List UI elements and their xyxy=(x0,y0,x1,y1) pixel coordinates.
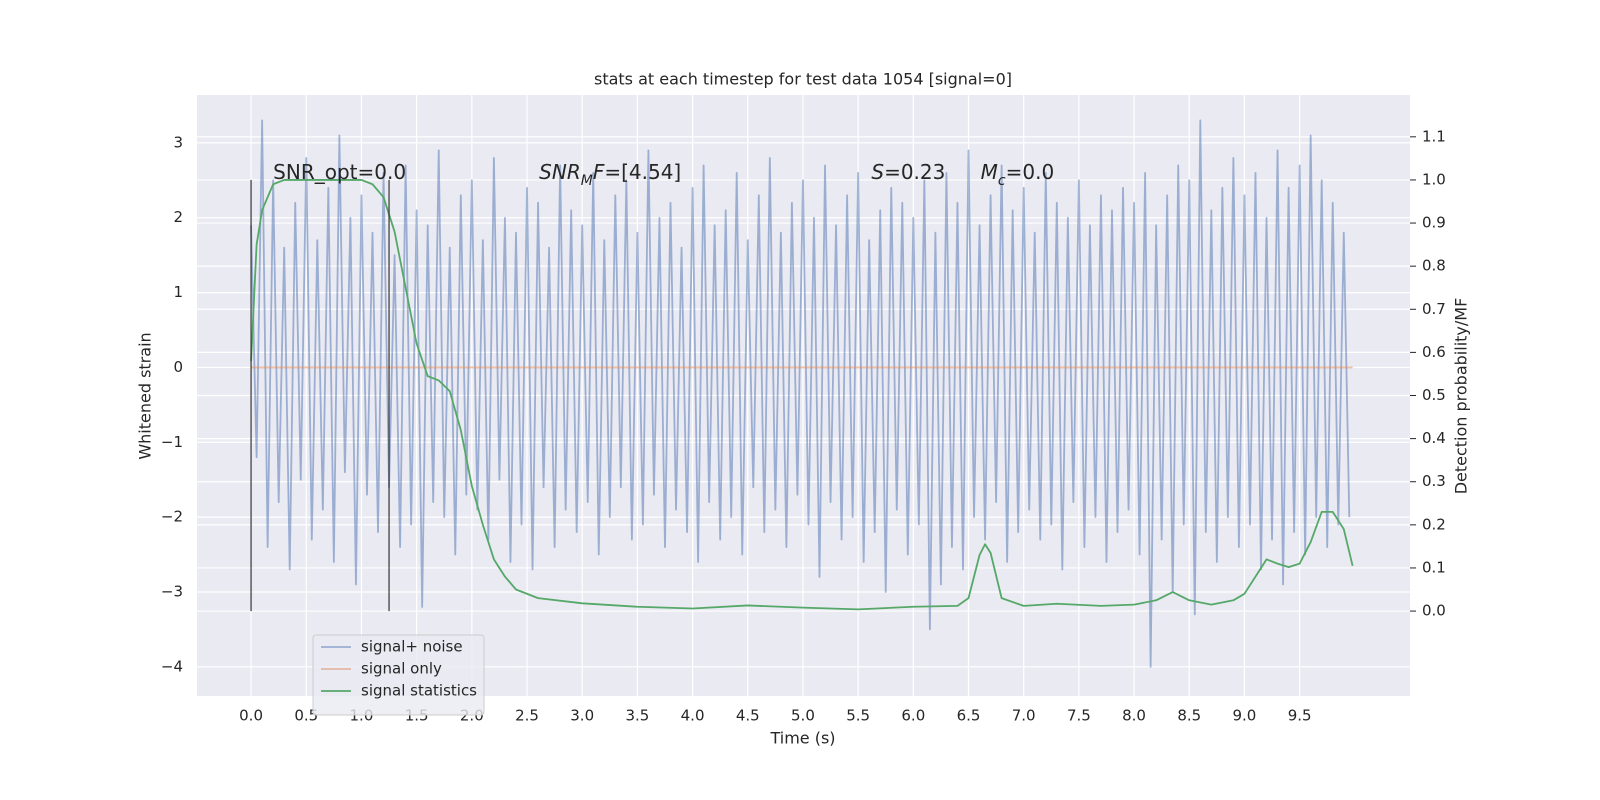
x-tick-label: 5.5 xyxy=(846,707,870,725)
x-tick-label: 7.5 xyxy=(1067,707,1091,725)
series-line xyxy=(250,179,1354,611)
annotation-part: S xyxy=(871,159,884,183)
legend-label: signal only xyxy=(361,660,442,678)
x-tick-label: 3.0 xyxy=(570,707,594,725)
y2-tick-label: 0.0 xyxy=(1422,602,1446,620)
annotation-part: SNR_opt=0.0 xyxy=(273,159,406,183)
y-tick-label: −1 xyxy=(161,433,183,451)
annotation: SNR_opt=0.0 xyxy=(273,159,406,183)
x-axis-label: Time (s) xyxy=(769,729,835,748)
x-tick-label: 9.0 xyxy=(1233,707,1257,725)
y-tick-label: −4 xyxy=(161,657,183,675)
annotation-part: M xyxy=(981,159,998,183)
y2-tick-label: 0.6 xyxy=(1422,343,1446,361)
y2-tick-label: 1.0 xyxy=(1422,170,1446,188)
x-tick-label: 8.5 xyxy=(1177,707,1201,725)
legend-box xyxy=(312,634,485,716)
x-tick-label: 5.0 xyxy=(791,707,815,725)
y-tick-label: 0 xyxy=(173,358,183,376)
x-tick-label: 0.0 xyxy=(239,707,263,725)
y2-tick-label: 0.2 xyxy=(1422,515,1446,533)
annotation: Mc=0.0 xyxy=(981,159,1055,189)
y2-tick-label: 0.1 xyxy=(1422,558,1446,576)
x-tick-label: 3.5 xyxy=(625,707,649,725)
annotation-part: M xyxy=(581,173,593,189)
annotation-part: F xyxy=(593,159,605,183)
y-tick-label: 3 xyxy=(173,133,183,151)
x-tick-label: 0.5 xyxy=(294,707,318,725)
y-axis-label: Whitened strain xyxy=(136,332,155,459)
x-tick-label: 6.0 xyxy=(901,707,925,725)
legend-label: signal+ noise xyxy=(361,638,463,656)
annotation-part: SNR xyxy=(539,159,581,183)
y-tick-label: 2 xyxy=(173,208,183,226)
y2-tick-label: 0.7 xyxy=(1422,300,1446,318)
y2-tick-label: 0.3 xyxy=(1422,472,1446,490)
annotation-part: =0.23 xyxy=(884,159,945,183)
x-tick-label: 9.5 xyxy=(1288,707,1312,725)
y2-tick-label: 0.8 xyxy=(1422,257,1446,275)
series-line xyxy=(250,119,1351,668)
x-tick-label: 7.0 xyxy=(1012,707,1036,725)
x-tick-label: 6.5 xyxy=(957,707,981,725)
annotation-part: =0.0 xyxy=(1006,159,1055,183)
y-tick-label: 1 xyxy=(173,283,183,301)
chart-title: stats at each timestep for test data 105… xyxy=(594,70,1012,89)
x-tick-label: 2.5 xyxy=(515,707,539,725)
legend: signal+ noise signal only signal statistic… xyxy=(312,634,485,716)
y-tick-label: −3 xyxy=(161,582,183,600)
x-tick-label: 8.0 xyxy=(1122,707,1146,725)
annotation: S=0.23 xyxy=(871,159,945,183)
y2-tick-label: 1.1 xyxy=(1422,127,1446,145)
annotation-part: =[4.54] xyxy=(604,159,681,183)
x-tick-label: 4.5 xyxy=(736,707,760,725)
annotation: SNRMF=[4.54] xyxy=(539,159,681,189)
y2-tick-label: 0.5 xyxy=(1422,386,1446,404)
legend-label: signal statistics xyxy=(361,682,477,700)
y2-tick-label: 0.9 xyxy=(1422,214,1446,232)
y-tick-label: −2 xyxy=(161,508,183,526)
x-tick-label: 4.0 xyxy=(681,707,705,725)
annotation-part: c xyxy=(998,173,1006,189)
y2-axis-label: Detection probability/MF xyxy=(1452,298,1471,495)
y2-tick-label: 0.4 xyxy=(1422,429,1446,447)
